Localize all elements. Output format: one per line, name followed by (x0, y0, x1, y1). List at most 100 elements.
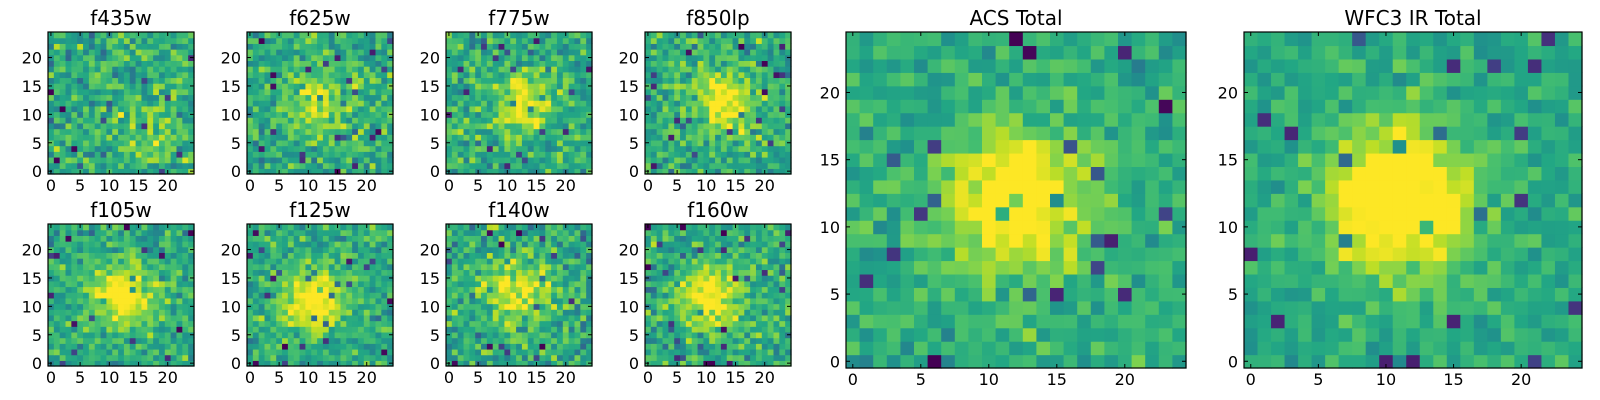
heatmap-cell (381, 263, 388, 271)
heatmap-cell (293, 71, 301, 79)
heatmap-cell (650, 303, 658, 310)
heatmap-cell (147, 252, 154, 259)
heatmap-cell (375, 117, 382, 124)
heatmap-cell (387, 309, 394, 316)
heatmap-cell (164, 275, 172, 282)
heatmap-cell (539, 134, 546, 141)
heatmap-cell (164, 252, 172, 259)
heatmap-cell (498, 314, 505, 322)
heatmap-cell (77, 320, 84, 327)
heatmap-cell (346, 88, 353, 96)
heatmap-cell (451, 235, 459, 242)
heatmap-cell (305, 83, 312, 90)
heatmap-cell (293, 292, 301, 299)
heatmap-cell (141, 241, 148, 248)
heatmap-cell (328, 162, 336, 169)
heatmap-cell (715, 94, 722, 101)
heatmap-cell (322, 156, 330, 164)
heatmap-cell (88, 49, 96, 56)
heatmap-cell (387, 269, 394, 276)
heatmap-cell (352, 66, 359, 73)
heatmap-cell (287, 66, 295, 73)
heatmap-cell (568, 83, 576, 90)
heatmap-cell (668, 60, 675, 67)
heatmap-cell (176, 66, 183, 73)
heatmap-cell (451, 286, 459, 293)
heatmap-cell (732, 83, 740, 90)
heatmap-cell (574, 162, 581, 169)
heatmap-cell (118, 54, 125, 61)
heatmap-cell (510, 37, 517, 44)
heatmap-cell (785, 320, 792, 327)
heatmap-cell (492, 162, 500, 169)
heatmap-cell (463, 77, 470, 84)
heatmap-cell (539, 235, 546, 242)
heatmap-cell (504, 122, 511, 130)
heatmap-cell (352, 337, 359, 344)
heatmap-cell (135, 297, 143, 305)
heatmap-cell (352, 343, 359, 350)
heatmap-cell (691, 303, 699, 310)
heatmap-cell (750, 331, 757, 339)
heatmap-cell (656, 275, 664, 282)
heatmap-cell (516, 77, 523, 84)
heatmap-cell (305, 54, 312, 61)
heatmap-cell (656, 43, 664, 50)
heatmap-cell (545, 354, 552, 361)
heatmap-cell (539, 151, 546, 158)
heatmap-cell (656, 49, 664, 56)
heatmap-cell (510, 292, 517, 299)
heatmap-cell (492, 235, 500, 242)
heatmap-cell (100, 309, 107, 316)
heatmap-cell (446, 88, 453, 96)
heatmap-cell (580, 60, 587, 67)
heatmap-cell (568, 286, 576, 293)
heatmap-cell (276, 139, 283, 147)
heatmap-cell (533, 111, 541, 118)
heatmap-cell (59, 337, 67, 344)
heatmap-cell (656, 280, 664, 288)
heatmap-cell (129, 66, 137, 73)
heatmap-cell (516, 297, 523, 305)
heatmap-cell (83, 134, 90, 141)
heatmap-cell (334, 320, 342, 327)
heatmap-cell (188, 229, 195, 236)
heatmap-cell (106, 162, 113, 169)
heatmap-cell (773, 111, 780, 118)
heatmap-cell (510, 100, 517, 107)
heatmap-cell (352, 100, 359, 107)
heatmap-cell (785, 94, 792, 101)
heatmap-cell (118, 122, 125, 130)
heatmap-cell (668, 297, 675, 305)
heatmap-cell (176, 224, 183, 231)
heatmap-cell (247, 122, 254, 130)
heatmap-cell (158, 100, 166, 107)
heatmap-cell (556, 314, 564, 322)
heatmap-cell (545, 343, 552, 350)
heatmap-cell (71, 263, 78, 271)
heatmap-cell (481, 77, 488, 84)
heatmap-cell (334, 309, 342, 316)
heatmap-cell (551, 37, 558, 44)
heatmap-cell (83, 360, 90, 367)
heatmap-cell (662, 343, 669, 350)
heatmap-cell (357, 139, 365, 147)
heatmap-cell (270, 32, 277, 39)
heatmap-cell (65, 337, 72, 344)
heatmap-cell (568, 337, 576, 344)
heatmap-cell (650, 122, 658, 130)
heatmap-cell (551, 354, 558, 361)
heatmap-cell (123, 83, 131, 90)
heatmap-cell (83, 100, 90, 107)
heatmap-cell (492, 280, 500, 288)
heatmap-cell (287, 263, 295, 271)
heatmap-cell (147, 297, 154, 305)
heatmap-cell (71, 326, 78, 333)
heatmap-cell (562, 105, 570, 113)
heatmap-cell (158, 263, 166, 271)
heatmap-cell (545, 122, 552, 130)
heatmap-cell (469, 151, 476, 158)
heatmap-cell (697, 326, 704, 333)
heatmap-cell (71, 54, 78, 61)
heatmap-cell (83, 151, 90, 158)
